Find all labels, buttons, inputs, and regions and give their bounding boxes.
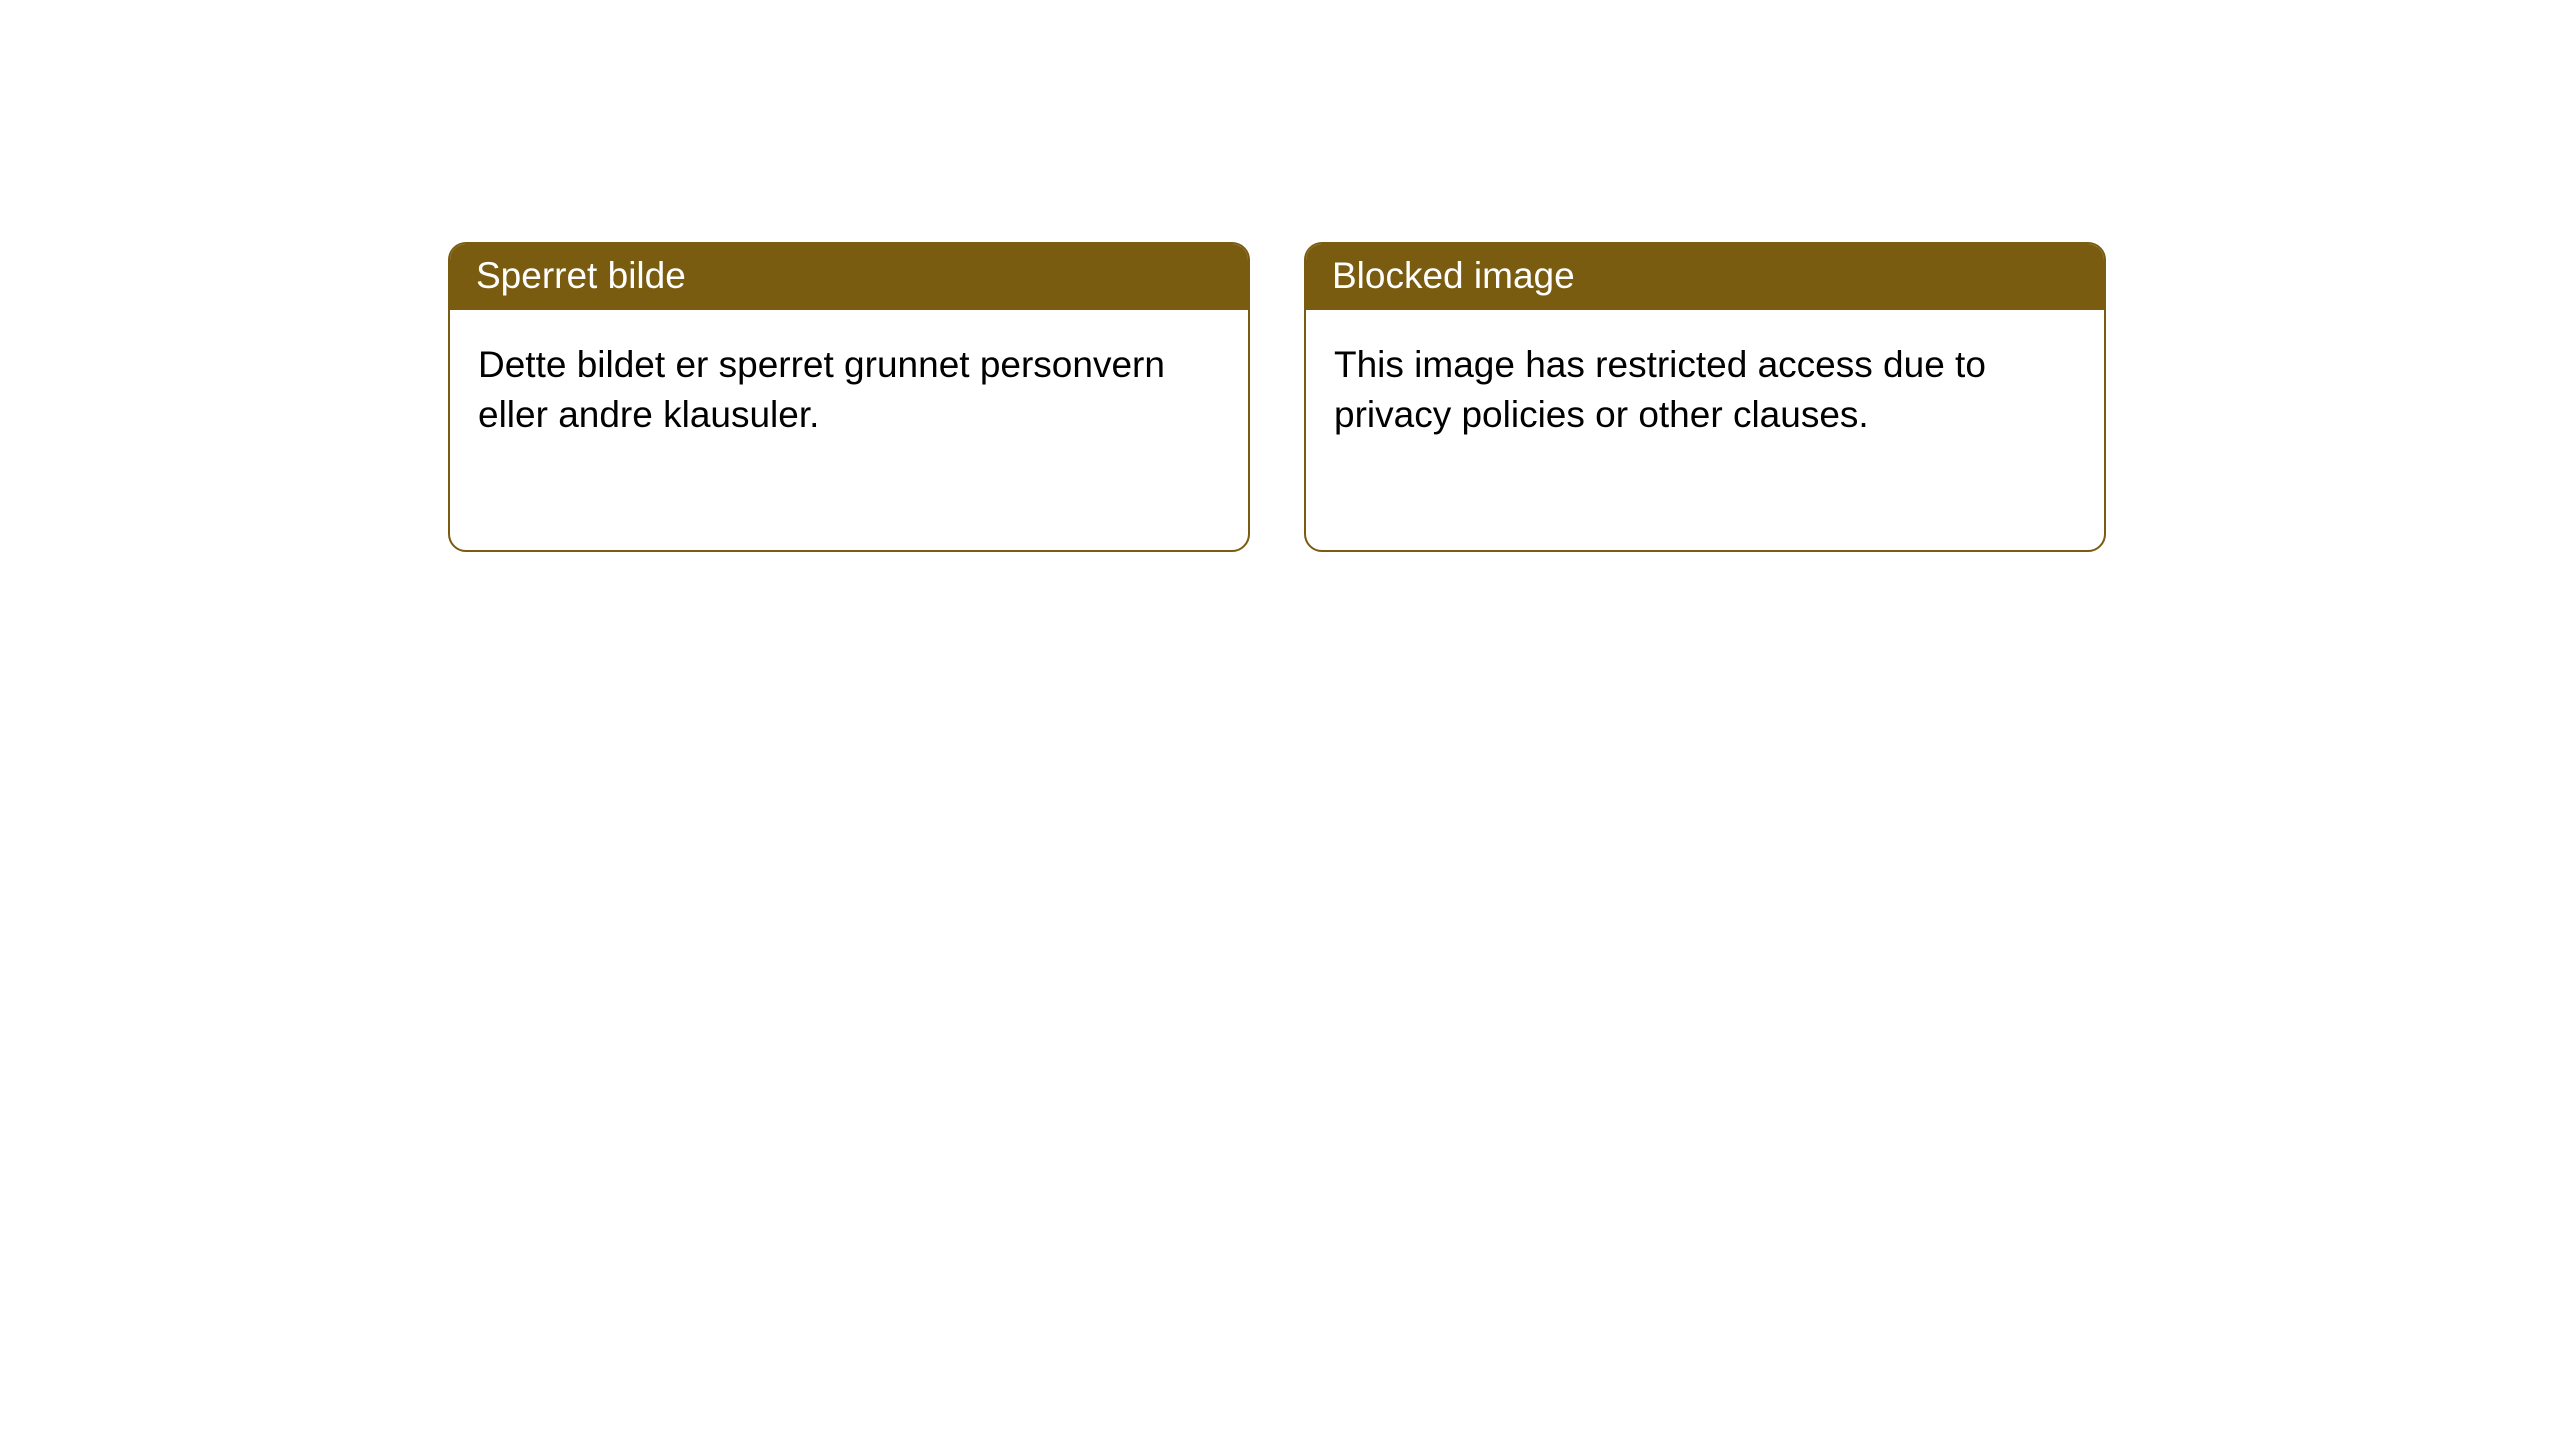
notice-body: Dette bildet er sperret grunnet personve… bbox=[450, 310, 1248, 550]
notice-box-english: Blocked image This image has restricted … bbox=[1304, 242, 2106, 552]
notice-body: This image has restricted access due to … bbox=[1306, 310, 2104, 550]
notice-container: Sperret bilde Dette bildet er sperret gr… bbox=[0, 0, 2560, 552]
notice-box-norwegian: Sperret bilde Dette bildet er sperret gr… bbox=[448, 242, 1250, 552]
notice-header: Blocked image bbox=[1306, 244, 2104, 310]
notice-header: Sperret bilde bbox=[450, 244, 1248, 310]
